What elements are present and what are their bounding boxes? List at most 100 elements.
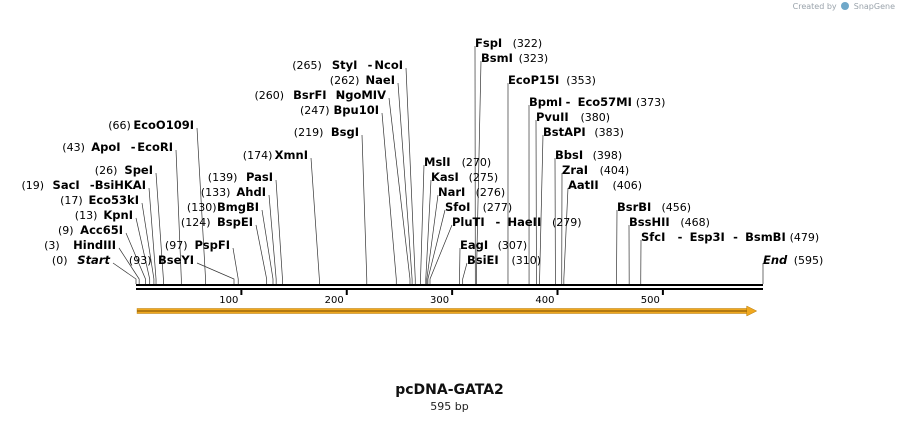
site-spei-label: SpeI (26) bbox=[95, 163, 153, 177]
site-xmni-position: (174) bbox=[243, 149, 273, 162]
site-pvuii-position: (380) bbox=[581, 111, 611, 124]
site-saci-name-0: SacI bbox=[53, 178, 80, 192]
site-bsrbi-label: BsrBI (456) bbox=[617, 200, 691, 214]
site-styi-separator: - bbox=[368, 58, 373, 72]
site-kasi-leader bbox=[425, 179, 432, 284]
site-bspei-position: (124) bbox=[181, 216, 211, 229]
site-bpu10i-position: (247) bbox=[300, 104, 330, 117]
site-bbsi-name-0: BbsI bbox=[555, 148, 583, 162]
site-bsgi-name-0: BsgI bbox=[331, 125, 359, 139]
site-bstapi-label: BstAPI (383) bbox=[543, 125, 624, 139]
site-ahdi-leader bbox=[268, 194, 277, 284]
site-end-position: (595) bbox=[794, 254, 824, 267]
site-eco53ki-label: Eco53kI (17) bbox=[60, 193, 139, 207]
site-spei-name-0: SpeI bbox=[124, 163, 153, 177]
site-naei-name-0: NaeI bbox=[366, 73, 395, 87]
site-ecoo109i-label: EcoO109I(66) bbox=[108, 118, 194, 132]
site-pasi-name-0: PasI bbox=[246, 170, 273, 184]
site-eagi-label: EagI (307) bbox=[460, 238, 527, 252]
site-pluti-label: PluTI - HaeII (279) bbox=[452, 215, 582, 229]
site-bsiei-position: (310) bbox=[512, 254, 542, 267]
site-bsrfi-name-0: BsrFI bbox=[293, 88, 326, 102]
site-bstapi-position: (383) bbox=[594, 126, 624, 139]
site-pluti-name-0: PluTI bbox=[452, 215, 485, 229]
site-bsrfi-separator: - bbox=[337, 88, 342, 102]
site-hindiii-label: HindIII (3) bbox=[44, 238, 116, 252]
site-kasi-position: (275) bbox=[469, 171, 499, 184]
site-msli-name-0: MslI bbox=[424, 155, 451, 169]
site-pasi-leader bbox=[275, 179, 283, 284]
site-xmni-label: XmnI(174) bbox=[243, 148, 308, 162]
site-start-name-0: Start bbox=[77, 253, 110, 267]
ruler-tick-label-500: 500 bbox=[641, 295, 660, 306]
credit-product: SnapGene bbox=[853, 2, 895, 11]
site-spei-position: (26) bbox=[95, 164, 118, 177]
site-bmgbi-leader bbox=[261, 209, 274, 284]
site-ecop15i-label: EcoP15I (353) bbox=[508, 73, 596, 87]
snapgene-logo-icon bbox=[841, 2, 850, 10]
site-eagi-position: (307) bbox=[498, 239, 528, 252]
site-naei-label: NaeI (262) bbox=[330, 73, 395, 87]
site-bpu10i-leader bbox=[381, 112, 397, 284]
site-sfoi-leader bbox=[427, 209, 446, 284]
site-bsshii-position: (468) bbox=[680, 216, 710, 229]
site-apoi-label: EcoRI-ApoI (43) bbox=[62, 140, 173, 154]
site-start-position: (0) bbox=[52, 254, 68, 267]
site-nari-position: (276) bbox=[476, 186, 506, 199]
site-pasi-position: (139) bbox=[208, 171, 238, 184]
site-acc65i-name-0: Acc65I bbox=[80, 223, 123, 237]
site-styi-name-1: NcoI bbox=[374, 58, 403, 72]
site-bsshii-name-0: BssHII bbox=[629, 215, 670, 229]
site-fspi-label: FspI (322) bbox=[475, 36, 542, 50]
site-start-label: Start (0) bbox=[52, 253, 111, 267]
site-bseyi-leader bbox=[196, 262, 235, 284]
site-bpu10i-name-0: Bpu10I bbox=[334, 103, 379, 117]
site-eco53ki-position: (17) bbox=[60, 194, 83, 207]
site-bspei-leader bbox=[255, 224, 268, 284]
site-pluti-separator: - bbox=[496, 215, 501, 229]
site-ahdi-label: AhdI (133) bbox=[201, 185, 266, 199]
site-bpu10i-label: Bpu10I (247) bbox=[300, 103, 379, 117]
site-sfci-separator: - bbox=[733, 230, 738, 244]
site-naei-position: (262) bbox=[330, 74, 360, 87]
site-sfci-name-1: Esp3I bbox=[690, 230, 725, 244]
site-acc65i-label: Acc65I (9) bbox=[58, 223, 123, 237]
site-bspei-name-0: BspEI bbox=[217, 215, 253, 229]
site-bbsi-label: BbsI (398) bbox=[555, 148, 622, 162]
site-bsmi-label: BsmI (323) bbox=[481, 51, 548, 65]
site-sfci-name-2: BsmBI bbox=[745, 230, 786, 244]
site-sfoi-position: (277) bbox=[483, 201, 513, 214]
site-zrai-name-0: ZraI bbox=[562, 163, 588, 177]
site-styi-leader bbox=[405, 67, 416, 284]
site-ecop15i-name-0: EcoP15I bbox=[508, 73, 559, 87]
site-bpmi-name-1: Eco57MI bbox=[578, 95, 632, 109]
site-bbsi-position: (398) bbox=[593, 149, 623, 162]
site-sfoi-label: SfoI (277) bbox=[445, 200, 512, 214]
site-bsrbi-position: (456) bbox=[662, 201, 692, 214]
site-kasi-name-0: KasI bbox=[431, 170, 459, 184]
site-hindiii-name-0: HindIII bbox=[73, 238, 116, 252]
site-bsmi-leader bbox=[476, 60, 482, 284]
site-bsrfi-name-1: NgoMIV bbox=[336, 88, 386, 102]
site-pspfi-label: PspFI (97) bbox=[165, 238, 230, 252]
site-bspei-label: BspEI (124) bbox=[181, 215, 253, 229]
site-zrai-label: ZraI (404) bbox=[562, 163, 629, 177]
site-msli-label: MslI (270) bbox=[424, 155, 491, 169]
site-pluti-position: (279) bbox=[552, 216, 582, 229]
site-saci-name-1: BsiHKAI bbox=[95, 178, 146, 192]
site-styi-name-0: StyI bbox=[332, 58, 358, 72]
site-xmni-name-0: XmnI bbox=[275, 148, 308, 162]
site-sfci-position: (479) bbox=[790, 231, 820, 244]
site-bsrfi-leader bbox=[388, 97, 411, 284]
site-sfci-label: SfcI - Esp3I - BsmBI (479) bbox=[641, 230, 819, 244]
site-spei-leader bbox=[155, 172, 164, 284]
site-sfci-separator: - bbox=[678, 230, 683, 244]
site-bpmi-separator: - bbox=[566, 95, 571, 109]
site-end-name-0: End bbox=[763, 253, 788, 267]
site-bpmi-label: BpmI - Eco57MI (373) bbox=[529, 95, 665, 109]
site-bpmi-name-0: BpmI bbox=[529, 95, 562, 109]
site-apoi-separator: - bbox=[131, 140, 136, 154]
site-aatii-leader bbox=[563, 187, 569, 284]
site-apoi-position: (43) bbox=[62, 141, 85, 154]
